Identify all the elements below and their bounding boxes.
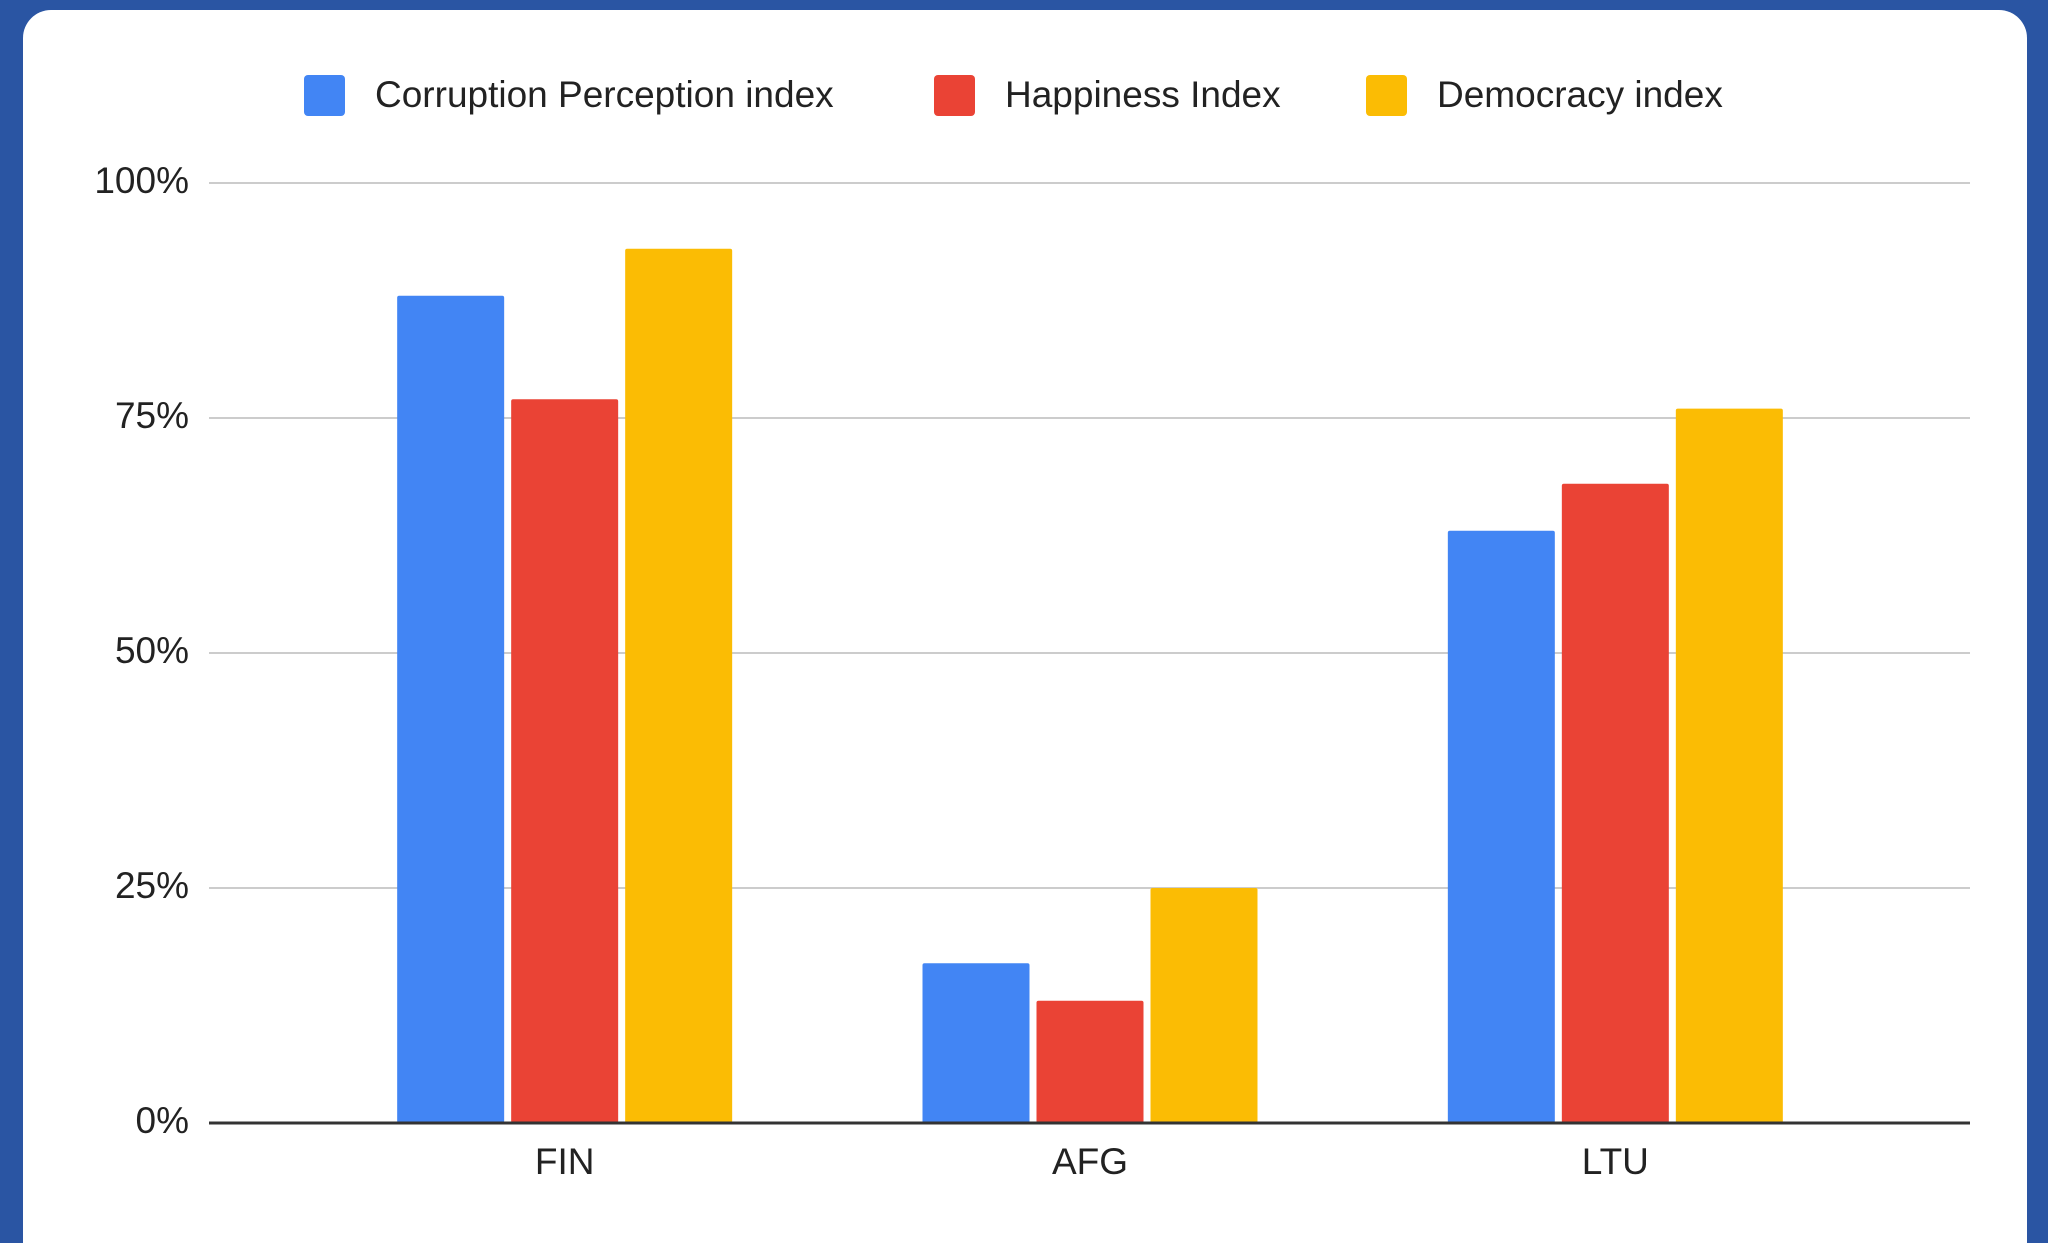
legend-swatch	[1366, 75, 1407, 116]
legend-swatch	[304, 75, 345, 116]
bar	[1150, 888, 1258, 1123]
bar	[625, 248, 733, 1124]
legend-label: Happiness Index	[1005, 74, 1281, 115]
legend-label: Democracy index	[1437, 74, 1723, 115]
bar	[397, 295, 505, 1123]
bar	[511, 399, 619, 1123]
bar	[1561, 483, 1669, 1123]
x-tick-label: AFG	[1052, 1141, 1128, 1182]
y-tick-label: 0%	[136, 1100, 189, 1141]
x-tick-label: FIN	[535, 1141, 595, 1182]
y-tick-label: 100%	[94, 160, 189, 201]
x-tick-label: LTU	[1582, 1141, 1649, 1182]
y-tick-label: 75%	[115, 395, 189, 436]
legend-swatch	[934, 75, 975, 116]
bar	[1675, 408, 1783, 1124]
bar	[1447, 530, 1555, 1123]
bar	[922, 963, 1030, 1123]
y-tick-label: 25%	[115, 865, 189, 906]
bar	[1036, 1000, 1144, 1123]
legend-label: Corruption Perception index	[375, 74, 834, 115]
y-tick-label: 50%	[115, 630, 189, 671]
